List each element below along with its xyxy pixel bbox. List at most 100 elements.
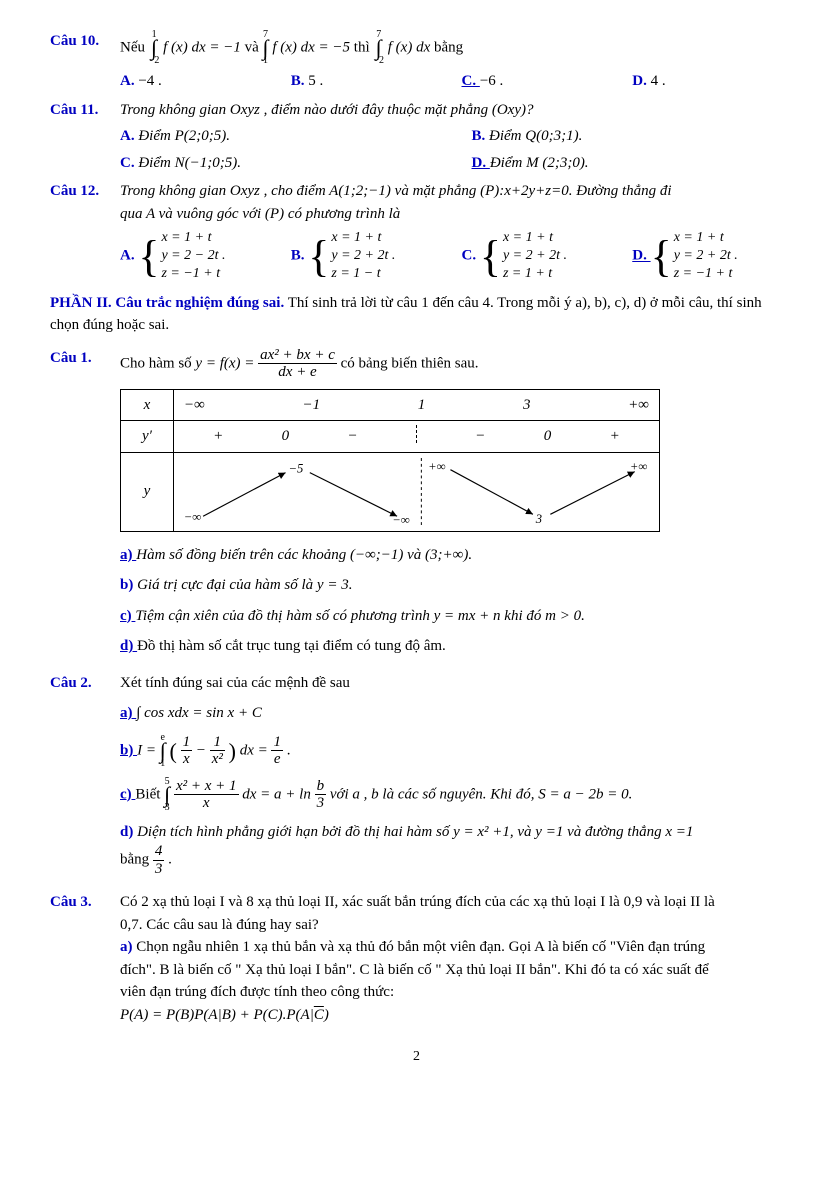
c2c-mid: dx = a + ln — [242, 786, 314, 802]
question-12: Câu 12. Trong không gian Oxyz , cho điểm… — [50, 180, 783, 284]
c1-fraction: ax² + bx + c dx + e — [258, 347, 337, 381]
q10-opt-a: A. −4 . — [120, 70, 271, 93]
cau-3: Câu 3. Có 2 xạ thủ loại I và 8 xạ thủ lo… — [50, 891, 783, 1026]
opt-label-b: B. — [472, 128, 490, 144]
c2-c-label: c) — [120, 786, 135, 802]
system-d: { x = 1 + t y = 2 + 2t . z = −1 + t — [651, 229, 738, 284]
c2c-f2d: 3 — [315, 795, 327, 812]
c2-a-label: a) — [120, 705, 136, 721]
sysB-1: x = 1 + t — [331, 229, 395, 247]
q10-b-text: 5 . — [308, 73, 323, 89]
q10-mid2: thì — [354, 39, 374, 55]
c1-body: Cho hàm số y = f(x) = ax² + bx + c dx + … — [120, 347, 783, 666]
opt-label-c: C. — [462, 248, 480, 264]
int3-expr: f (x) dx — [388, 39, 430, 55]
c2c-frac: x² + x + 1x — [174, 778, 239, 812]
c2d-prefix: bằng — [120, 852, 153, 868]
c2-b-integral: e ∫ 1 — [160, 733, 166, 769]
c2b-f2d: x² — [210, 751, 225, 768]
c2-text: Xét tính đúng sai của các mệnh đề sau — [120, 675, 350, 691]
c2-label: Câu 2. — [50, 672, 120, 886]
opt-label-a: A. — [120, 73, 138, 89]
sysB-2: y = 2 + 2t . — [331, 247, 395, 265]
c1-label: Câu 1. — [50, 347, 120, 666]
y-br: 3 — [535, 512, 542, 526]
c2b-frac1: 1x — [181, 734, 193, 768]
c1-a-text: Hàm số đồng biến trên các khoảng (−∞;−1)… — [136, 547, 472, 563]
bbt-yp-row: y′ + 0 − − 0 + — [121, 421, 660, 453]
xv4: +∞ — [628, 394, 649, 417]
sysD-3: z = −1 + t — [674, 265, 738, 283]
ypv1: 0 — [282, 425, 290, 448]
sysC-1: x = 1 + t — [503, 229, 567, 247]
c2d-suffix: . — [168, 852, 172, 868]
opt-label-d: D. — [632, 73, 650, 89]
q11-d-text: Điểm M (2;3;0). — [490, 155, 589, 171]
c1-num: ax² + bx + c — [258, 347, 337, 365]
c2b-f1n: 1 — [181, 734, 193, 752]
int1-expr: f (x) dx = −1 — [163, 39, 241, 55]
opt-label-b: B. — [291, 248, 309, 264]
sysD-1: x = 1 + t — [674, 229, 738, 247]
q10-c-text: −6 . — [480, 73, 503, 89]
bbt-x-row: x −∞ −1 1 3 +∞ — [121, 389, 660, 421]
c3-a-label: a) — [120, 939, 136, 955]
y-tm: +∞ — [428, 459, 446, 473]
c2b-frac2: 1x² — [210, 734, 225, 768]
c2-d-label: d) — [120, 824, 137, 840]
q12-label: Câu 12. — [50, 180, 120, 284]
q12-opt-b: B. { x = 1 + t y = 2 + 2t . z = 1 − t — [291, 229, 442, 284]
sysB-3: z = 1 − t — [331, 265, 395, 283]
opt-label-a: A. — [120, 248, 138, 264]
opt-label-c: C. — [120, 155, 138, 171]
cau-1: Câu 1. Cho hàm số y = f(x) = ax² + bx + … — [50, 347, 783, 666]
q11-opt-a: A. Điểm P(2;0;5). — [120, 125, 432, 148]
c2-a-expr: ∫ cos xdx = sin x + C — [136, 705, 262, 721]
c2-b-label: b) — [120, 742, 137, 758]
c2c-lower: 3 — [164, 803, 170, 813]
q12-text1: Trong không gian Oxyz , cho điểm A(1;2;−… — [120, 180, 783, 203]
c2c-suffix: với a , b là các số nguyên. Khi đó, S = … — [330, 786, 633, 802]
q12-opt-c: C. { x = 1 + t y = 2 + 2t . z = 1 + t — [462, 229, 613, 284]
xv3: 3 — [523, 394, 531, 417]
c2b-lower: 1 — [160, 759, 166, 769]
c1-c-label: c) — [120, 608, 135, 624]
q10-opt-b: B. 5 . — [291, 70, 442, 93]
xv2: 1 — [418, 394, 426, 417]
y-header: y — [121, 452, 174, 531]
system-b: { x = 1 + t y = 2 + 2t . z = 1 − t — [308, 229, 395, 284]
c3-label: Câu 3. — [50, 891, 120, 1026]
c2c-fn: x² + x + 1 — [174, 778, 239, 796]
integral-1: 1 ∫ −2 — [149, 30, 160, 66]
opt-label-d: D. — [472, 155, 490, 171]
c2b-rhs-n: 1 — [271, 734, 283, 752]
c2b-suffix: . — [287, 742, 291, 758]
q11-opt-d: D. Điểm M (2;3;0). — [472, 152, 784, 175]
c1-a: a) Hàm số đồng biến trên các khoảng (−∞;… — [120, 544, 783, 567]
c2c-f2n: b — [315, 778, 327, 796]
q10-d-text: 4 . — [651, 73, 666, 89]
question-10: Câu 10. Nếu 1 ∫ −2 f (x) dx = −1 và 7 ∫ … — [50, 30, 783, 93]
ypv3: − — [475, 425, 485, 448]
variation-table: x −∞ −1 1 3 +∞ y′ + 0 — [120, 389, 660, 532]
c3-a: a) Chọn ngẫu nhiên 1 xạ thủ bắn và xạ th… — [120, 936, 783, 959]
q10-mid: và — [245, 39, 263, 55]
x-header: x — [121, 389, 174, 421]
c2b-rhs: 1e — [271, 734, 283, 768]
ypv0: + — [213, 425, 223, 448]
int2-lower: 1 — [263, 56, 269, 66]
sysC-3: z = 1 + t — [503, 265, 567, 283]
opt-label-c: C. — [462, 73, 480, 89]
c1-before: Cho hàm số — [120, 355, 195, 371]
part2-header-row: PHẦN II. Câu trắc nghiệm đúng sai. Thí s… — [50, 292, 783, 337]
q10-text-before: Nếu — [120, 39, 149, 55]
q10-a-text: −4 . — [138, 73, 161, 89]
c3-line1: Có 2 xạ thủ loại I và 8 xạ thủ loại II, … — [120, 891, 783, 914]
variation-arrows: −∞ −5 −∞ +∞ 3 +∞ — [174, 457, 659, 527]
c2b-f1d: x — [181, 751, 193, 768]
c3-formula: P(A) = P(B)P(A|B) + P(C).P(A|C) — [120, 1004, 783, 1027]
c1-den: dx + e — [258, 364, 337, 381]
c1-b-text: Giá trị cực đại của hàm số là y = 3. — [137, 577, 352, 593]
y-tl: −5 — [288, 461, 303, 475]
q10-options: A. −4 . B. 5 . C. −6 . D. 4 . — [120, 70, 783, 93]
